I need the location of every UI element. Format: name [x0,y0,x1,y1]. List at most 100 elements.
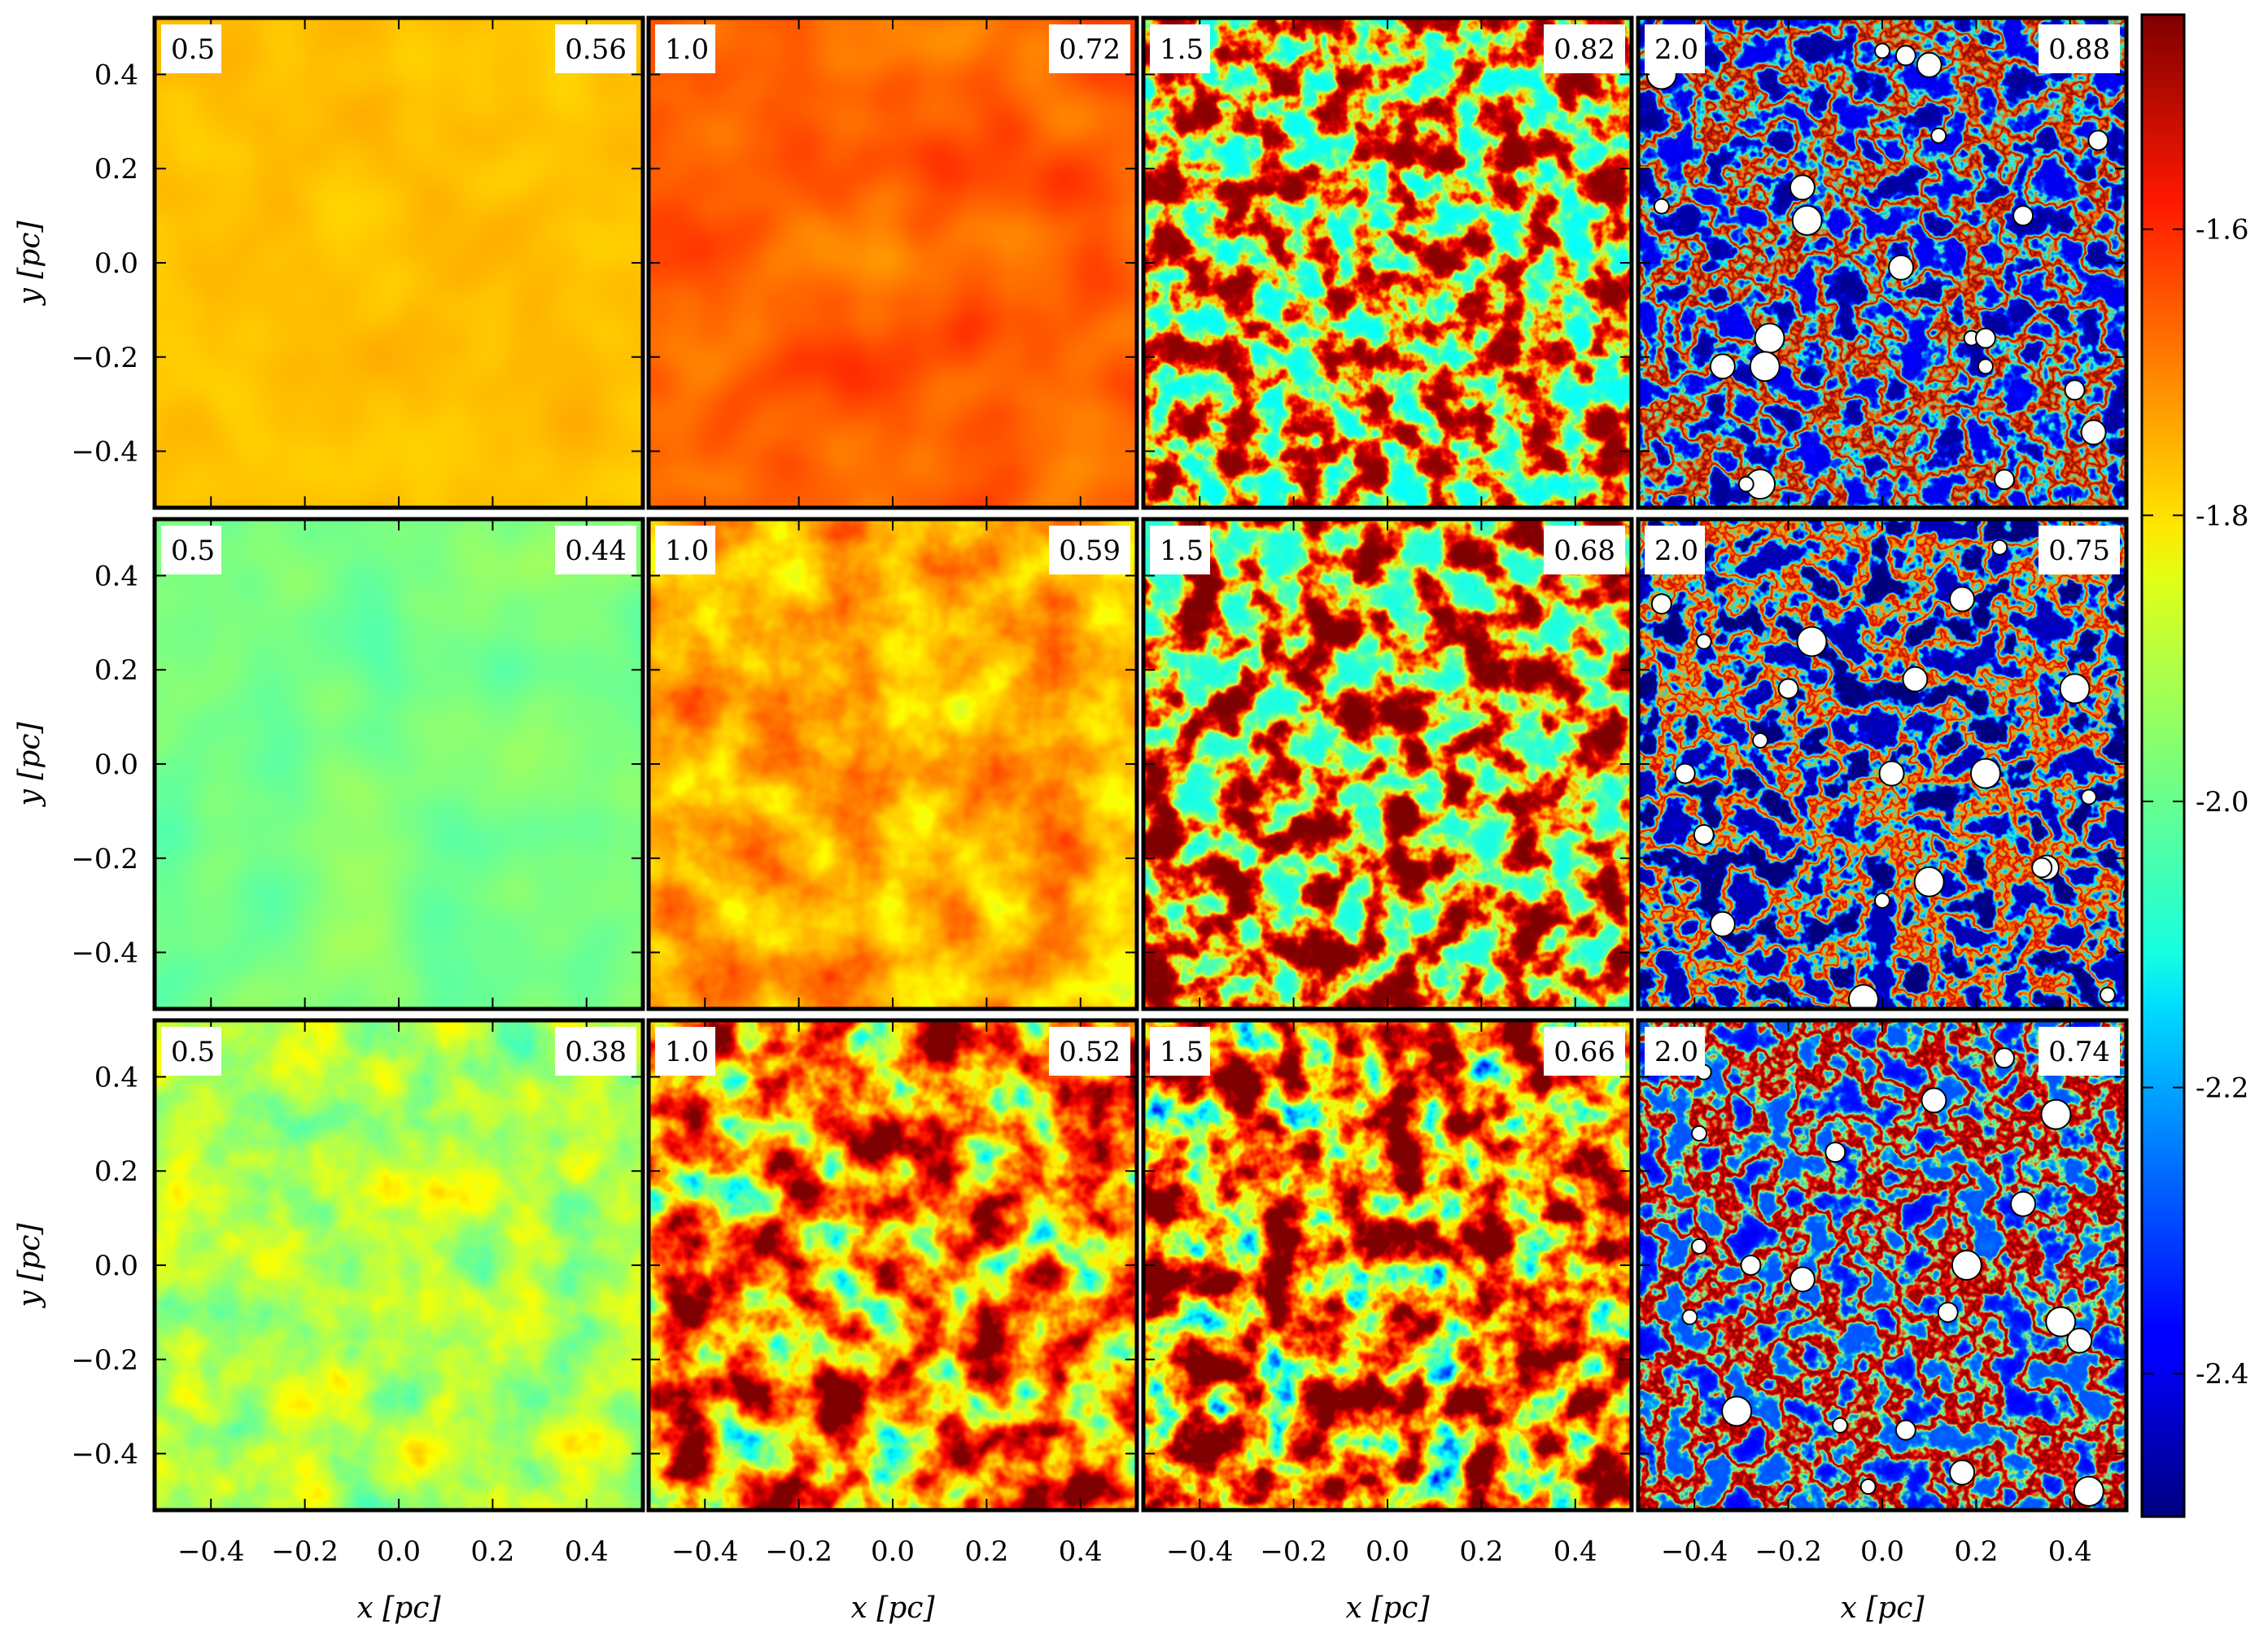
panel-label-right: 0.59 [1059,535,1121,567]
panel-label-left: 0.5 [171,1036,215,1068]
density-field [1638,1020,2126,1510]
sink-particle [1674,762,1696,784]
sink-particle [1752,732,1768,749]
panel-grid: 0.5 0.56 1.0 0.72 1.5 0.82 2.0 0.88 0.5 0.44 1.0 0.… [152,15,2129,1513]
y-tick-label: 0.4 [94,560,138,592]
panel-label-left: 1.5 [1160,1036,1204,1068]
panel-label-box [1645,1027,1705,1076]
x-tick-label: 0.0 [1860,1535,1904,1568]
sink-particle [1991,539,2008,556]
sink-particle [1949,1459,1976,1486]
y-axis-label: y [pc] [13,220,46,307]
panel-label-left: 2.0 [1654,535,1698,567]
y-tick-label: −0.4 [71,436,138,469]
colorbar-tick-label: -2.2 [2196,1072,2249,1105]
panel-label-box [555,1027,636,1076]
panel-label-box [1049,1027,1130,1076]
panel-r2-c1: 0.5 0.44 [152,517,645,1011]
sink-particle [1721,1395,1753,1427]
density-field [1143,1020,1632,1510]
y-tick-label: −0.4 [71,1439,138,1471]
sink-particle [1791,204,1823,236]
sink-particle [1709,910,1736,937]
sink-particle [2073,1475,2104,1507]
x-axis-label: x [pc] [1345,1592,1430,1625]
colorbar-tick-label: -2.4 [2196,1358,2249,1391]
sink-particle [2080,788,2097,806]
sink-particle [1916,51,1942,78]
density-field [155,18,643,508]
sink-particle [1847,984,1879,1009]
sink-particle [1878,760,1905,787]
y-tick-label: 0.4 [94,59,138,91]
density-field [155,519,643,1009]
sink-particle [1789,1266,1816,1293]
panel-label-right: 0.52 [1059,1036,1121,1068]
sink-particle [1749,351,1781,382]
panel-r1-c1: 0.5 0.56 [152,15,645,510]
panel-label-right: 0.74 [2048,1036,2110,1068]
sink-particle [1937,1301,1959,1323]
panel-label-left: 0.5 [171,33,215,66]
panel-r3-c3: 1.5 0.66 [1141,1018,1634,1513]
x-tick-label: −0.2 [1260,1535,1327,1568]
y-tick-label: −0.2 [71,843,138,875]
y-tick-label: −0.4 [71,937,138,970]
y-tick-label: −0.2 [71,342,138,374]
sink-particle [2059,673,2091,705]
panel-label-box [2039,24,2120,73]
density-field [155,1020,643,1510]
x-axis-label: x [pc] [850,1592,935,1625]
panel-label-right: 0.82 [1554,33,1615,66]
sink-particle [2045,1306,2077,1338]
panel-label-box [1544,24,1625,73]
sink-particle [1913,866,1945,897]
sink-particle [1902,666,1929,692]
sink-particle [1994,469,2015,491]
sink-particle [2012,205,2034,227]
x-tick-label: 0.4 [2048,1535,2092,1568]
sink-particle [1974,327,1996,349]
sink-particle [1691,1238,1707,1255]
x-tick-label: −0.4 [1661,1535,1728,1568]
density-field [1638,18,2126,508]
panel-label-box [1150,24,1210,73]
y-axis-label: y [pc] [13,722,46,808]
sink-particle [1824,1142,1846,1164]
x-axis-label: x [pc] [1840,1592,1925,1625]
sink-particle [1951,1250,1982,1281]
panel-label-left: 1.0 [665,1036,709,1068]
density-field [649,18,1137,508]
panel-label-box [161,1027,221,1076]
panel-label-box [1645,526,1705,574]
sink-particle [1737,476,1755,493]
y-tick-label: 0.0 [94,247,138,280]
panel-label-left: 1.0 [665,535,709,567]
sink-particle [2064,379,2086,401]
panel-label-box [1150,1027,1210,1076]
x-tick-label: 0.2 [964,1535,1008,1568]
panel-label-box [555,24,636,73]
x-tick-label: −0.4 [671,1535,739,1568]
panel-label-box [2039,526,2120,574]
sink-particle [2010,1190,2037,1217]
density-field [1143,519,1632,1009]
panel-label-box [161,24,221,73]
y-tick-label: −0.2 [71,1344,138,1377]
sink-particle [1709,353,1736,380]
panel-label-box [161,526,221,574]
sink-particle [1695,633,1712,650]
panel-label-left: 0.5 [171,535,215,567]
y-tick-label: 0.0 [94,1250,138,1282]
panel-r2-c4: 2.0 0.75 [1636,517,2129,1011]
x-axis-label: x [pc] [356,1592,441,1625]
x-tick-label: −0.4 [1166,1535,1234,1568]
sink-particle [1930,127,1947,144]
x-tick-label: −0.4 [177,1535,245,1568]
sink-particle [1969,758,2001,789]
sink-particle [1650,593,1672,615]
sink-particle [1691,1124,1707,1142]
y-tick-label: 0.2 [94,654,138,687]
sink-particle [1949,586,1976,613]
